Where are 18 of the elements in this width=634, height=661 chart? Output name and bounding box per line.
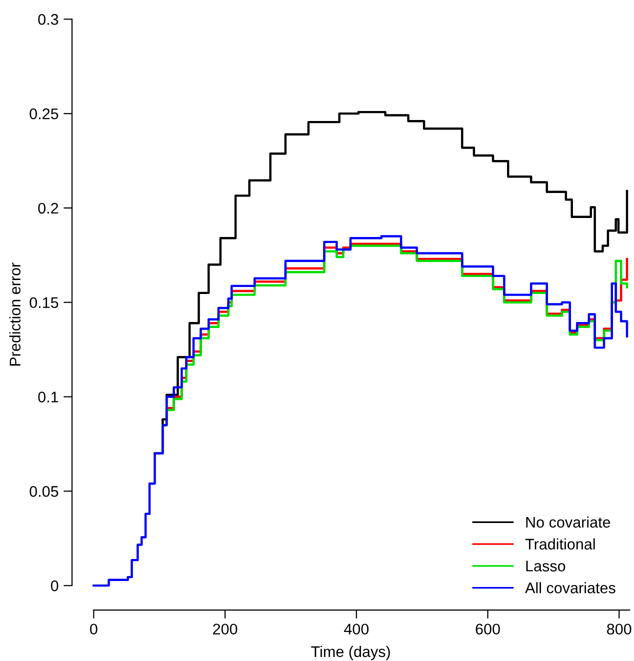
x-axis-title: Time (days)	[311, 646, 390, 660]
y-tick-label: 0.1	[38, 392, 58, 402]
legend-label: All covariates	[525, 582, 616, 594]
x-tick-label: 400	[344, 624, 369, 635]
x-tick-label: 200	[213, 624, 238, 635]
y-tick-label: 0.2	[38, 202, 58, 214]
legend-label: No covariate	[526, 516, 610, 528]
legend-label: Lasso	[526, 560, 566, 572]
y-tick-label: 0	[50, 580, 58, 592]
x-tick-label: 800	[607, 624, 632, 635]
y-axis-title: Prediction error	[9, 262, 21, 366]
y-tick-label: 0.15	[30, 297, 58, 308]
x-tick-label: 0	[90, 624, 98, 635]
legend-label: Traditional	[525, 538, 595, 550]
y-tick-label: 0.3	[38, 14, 58, 25]
y-tick-label: 0.05	[30, 486, 58, 497]
x-tick-label: 600	[476, 624, 500, 635]
y-tick-label: 0.25	[30, 108, 58, 120]
